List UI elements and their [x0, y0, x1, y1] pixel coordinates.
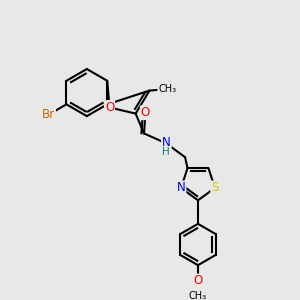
- Text: H: H: [162, 147, 170, 157]
- Text: O: O: [141, 106, 150, 119]
- Text: CH₃: CH₃: [158, 84, 176, 94]
- Text: O: O: [194, 274, 202, 287]
- Text: N: N: [162, 136, 171, 149]
- Text: N: N: [177, 182, 185, 194]
- Text: Br: Br: [42, 108, 55, 121]
- Text: S: S: [211, 182, 219, 194]
- Text: O: O: [105, 101, 114, 114]
- Text: CH₃: CH₃: [189, 291, 207, 300]
